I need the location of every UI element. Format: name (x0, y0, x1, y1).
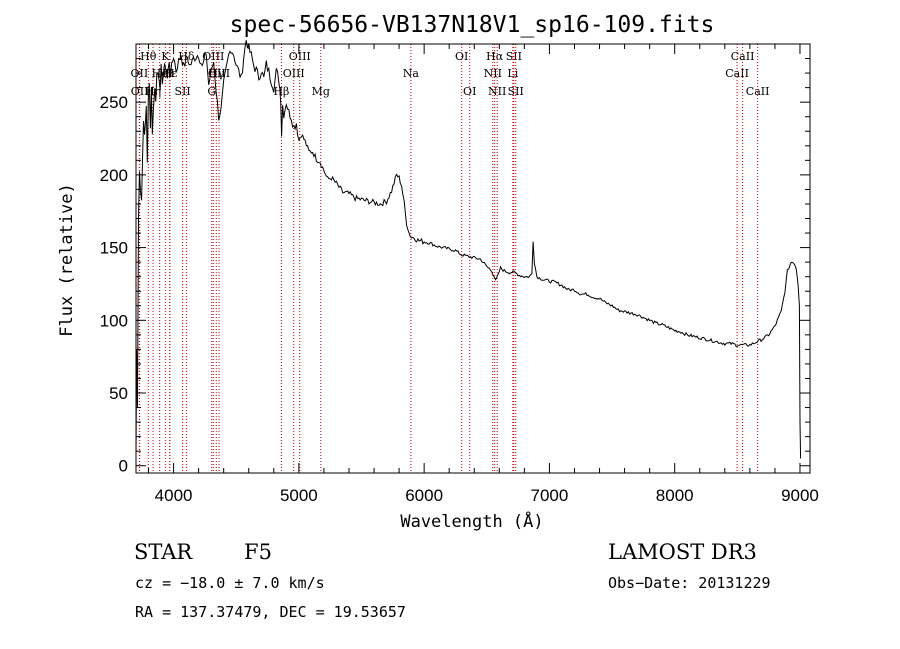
y-tick-label-5: 250 (100, 93, 128, 112)
redshift-cz: cz = −18.0 ± 7.0 km/s (135, 574, 325, 592)
line-label-11: Hγ (208, 67, 225, 80)
line-label-9: SII (174, 85, 190, 98)
line-label-26: SII (508, 85, 524, 98)
x-axis-label: Wavelength (Å) (400, 510, 543, 532)
line-markers: HθOIIOIIHηHeKHHεHδSIIOIIIHγGOIIIHβOIIIOI… (131, 44, 770, 473)
y-tick-label-0: 0 (119, 457, 128, 476)
x-tick-label-5: 9000 (781, 486, 819, 505)
x-tick-label-3: 7000 (531, 486, 569, 505)
line-label-14: Hβ (273, 85, 289, 98)
observation-date: Obs−Date: 20131229 (608, 574, 771, 592)
x-tick-label-1: 5000 (280, 486, 318, 505)
line-label-6: H (165, 67, 175, 80)
y-tick-label-4: 200 (100, 166, 128, 185)
line-label-12: G (207, 85, 216, 98)
object-class: STAR (134, 540, 193, 564)
x-tick-label-2: 6000 (405, 486, 443, 505)
line-label-18: Na (403, 67, 420, 80)
y-axis-label: Flux (relative) (57, 183, 77, 337)
line-label-15: OIII (283, 67, 305, 80)
y-tick-label-1: 50 (109, 384, 128, 403)
y-tick-label-2: 100 (100, 311, 128, 330)
line-label-16: OIII (289, 50, 311, 63)
line-label-3: Hη (145, 85, 161, 98)
line-label-28: CaII (731, 50, 755, 63)
line-label-17: Mg (312, 85, 330, 98)
line-label-23: NII (488, 85, 506, 98)
line-label-21: NII (484, 67, 502, 80)
x-tick-label-4: 8000 (656, 486, 694, 505)
line-label-19: OI (455, 50, 468, 63)
line-label-27: CaII (725, 67, 749, 80)
survey-name: LAMOST DR3 (608, 540, 757, 564)
line-label-0: Hθ (140, 50, 157, 63)
spectrum-line (135, 40, 802, 459)
line-label-20: OI (463, 85, 476, 98)
line-label-25: Li (507, 67, 518, 80)
line-label-2: OII (131, 85, 149, 98)
line-label-10: OIII (202, 50, 224, 63)
axis-ticks: 4000 5000 6000 7000 8000 9000 0 50 100 150 200 250 (100, 44, 819, 505)
coordinates: RA = 137.37479, DEC = 19.53657 (135, 603, 406, 621)
line-label-5: K (161, 50, 170, 63)
line-label-29: CaII (746, 85, 770, 98)
subclass: F5 (244, 540, 272, 564)
y-tick-label-3: 150 (100, 239, 128, 258)
x-tick-label-0: 4000 (155, 486, 193, 505)
line-label-22: Hα (486, 50, 504, 63)
plot-frame (135, 43, 811, 474)
line-label-24: SII (506, 50, 522, 63)
chart-title: spec-56656-VB137N18V1_sp16-109.fits (230, 12, 715, 38)
